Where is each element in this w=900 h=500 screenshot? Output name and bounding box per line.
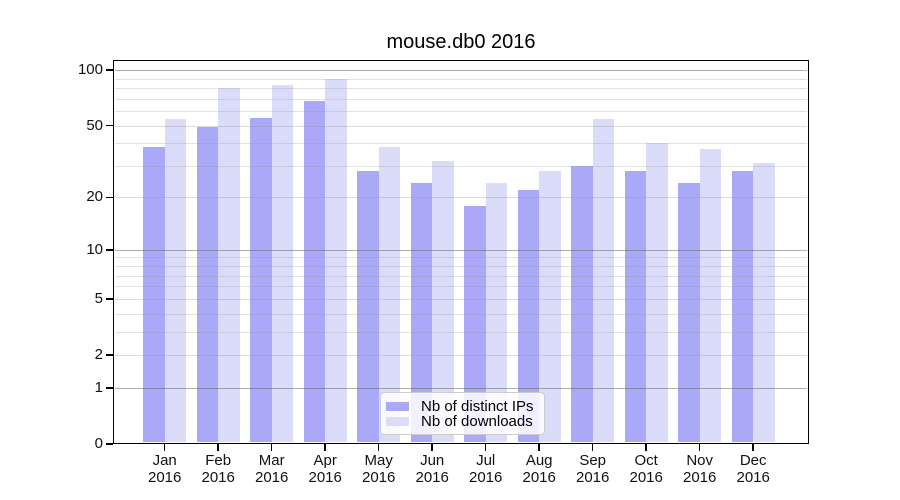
x-tick-mark-jul xyxy=(484,444,487,451)
x-axis-tick-label: Feb 2016 xyxy=(201,452,235,486)
x-tick-mark-aug xyxy=(538,444,540,451)
legend-label-downloads: Nb of downloads xyxy=(421,412,533,430)
x-axis-tick-label: Jun 2016 xyxy=(415,452,449,486)
x-axis-tick-label: Dec 2016 xyxy=(736,452,770,486)
legend-item-distinct-ips: Nb of distinct IPs xyxy=(386,397,536,415)
bar-downloads-nov xyxy=(699,149,722,443)
bar-downloads-may xyxy=(378,147,401,443)
y-tick-mark-0 xyxy=(106,443,113,445)
x-axis-tick-label: Jul 2016 xyxy=(469,452,503,486)
bar-distinct-ips-jun xyxy=(410,183,433,443)
bar-downloads-feb xyxy=(218,88,240,443)
x-axis-tick-label: Aug 2016 xyxy=(522,452,556,486)
x-tick-mark-may xyxy=(377,444,380,451)
x-axis-tick-label: Oct 2016 xyxy=(629,452,663,486)
x-axis-tick-label: Apr 2016 xyxy=(308,452,342,486)
bar-downloads-dec xyxy=(753,163,775,443)
legend-swatch-downloads xyxy=(386,416,409,426)
legend-item-downloads: Nb of downloads xyxy=(386,412,536,430)
bar-downloads-sep xyxy=(592,119,615,443)
bar-downloads-apr xyxy=(325,78,347,443)
bar-distinct-ips-feb xyxy=(196,127,219,443)
bar-distinct-ips-dec xyxy=(731,171,754,443)
x-axis-tick-label: Sep 2016 xyxy=(576,452,610,486)
bar-distinct-ips-mar xyxy=(250,117,272,443)
y-tick-mark-1 xyxy=(106,387,113,389)
y-tick-mark-100 xyxy=(106,69,113,71)
x-tick-mark-dec xyxy=(752,444,754,451)
x-tick-mark-nov xyxy=(698,444,701,451)
y-axis-tick-label: 100 xyxy=(77,61,103,79)
y-axis-tick-label: 1 xyxy=(94,378,103,396)
bar-distinct-ips-jul xyxy=(464,205,486,443)
bar-downloads-oct xyxy=(646,143,668,443)
bar-downloads-jan xyxy=(164,119,187,443)
bar-downloads-aug xyxy=(539,171,561,443)
x-tick-mark-oct xyxy=(645,444,647,451)
legend-label-distinct-ips: Nb of distinct IPs xyxy=(421,397,534,415)
bar-distinct-ips-apr xyxy=(303,101,326,443)
y-tick-mark-50 xyxy=(106,124,113,127)
legend: Nb of distinct IPs Nb of downloads xyxy=(380,392,545,435)
x-axis-tick-label: Jan 2016 xyxy=(148,452,182,486)
bar-downloads-jun xyxy=(432,160,454,443)
bar-downloads-mar xyxy=(271,85,294,443)
bar-distinct-ips-oct xyxy=(624,171,647,443)
y-axis-tick-label: 20 xyxy=(86,188,103,206)
bar-distinct-ips-sep xyxy=(571,165,593,443)
y-axis-tick-label: 5 xyxy=(94,289,103,307)
x-tick-mark-jun xyxy=(431,444,433,451)
y-axis-tick-label: 50 xyxy=(86,116,103,134)
y-tick-mark-5 xyxy=(106,298,113,300)
x-tick-mark-sep xyxy=(591,444,594,451)
x-axis-tick-label: May 2016 xyxy=(362,452,396,486)
legend-swatch-distinct-ips xyxy=(386,401,409,411)
bar-distinct-ips-may xyxy=(357,171,379,443)
y-tick-mark-2 xyxy=(106,354,113,356)
y-tick-mark-10 xyxy=(106,249,113,251)
y-tick-mark-20 xyxy=(106,196,113,199)
x-tick-mark-jan xyxy=(163,444,166,451)
bar-distinct-ips-aug xyxy=(517,190,540,443)
bar-distinct-ips-nov xyxy=(678,183,700,443)
bar-distinct-ips-jan xyxy=(143,147,165,443)
x-tick-mark-feb xyxy=(217,444,219,451)
y-axis-tick-label: 2 xyxy=(94,346,103,363)
bar-downloads-jul xyxy=(485,183,508,443)
x-tick-mark-mar xyxy=(270,444,273,451)
x-tick-mark-apr xyxy=(324,444,326,451)
chart-title: mouse.db0 2016 xyxy=(386,31,536,53)
y-axis-tick-label: 0 xyxy=(94,435,103,452)
y-axis-tick-label: 10 xyxy=(86,240,103,258)
x-axis-tick-label: Nov 2016 xyxy=(683,452,717,486)
x-axis-tick-label: Mar 2016 xyxy=(255,452,289,486)
